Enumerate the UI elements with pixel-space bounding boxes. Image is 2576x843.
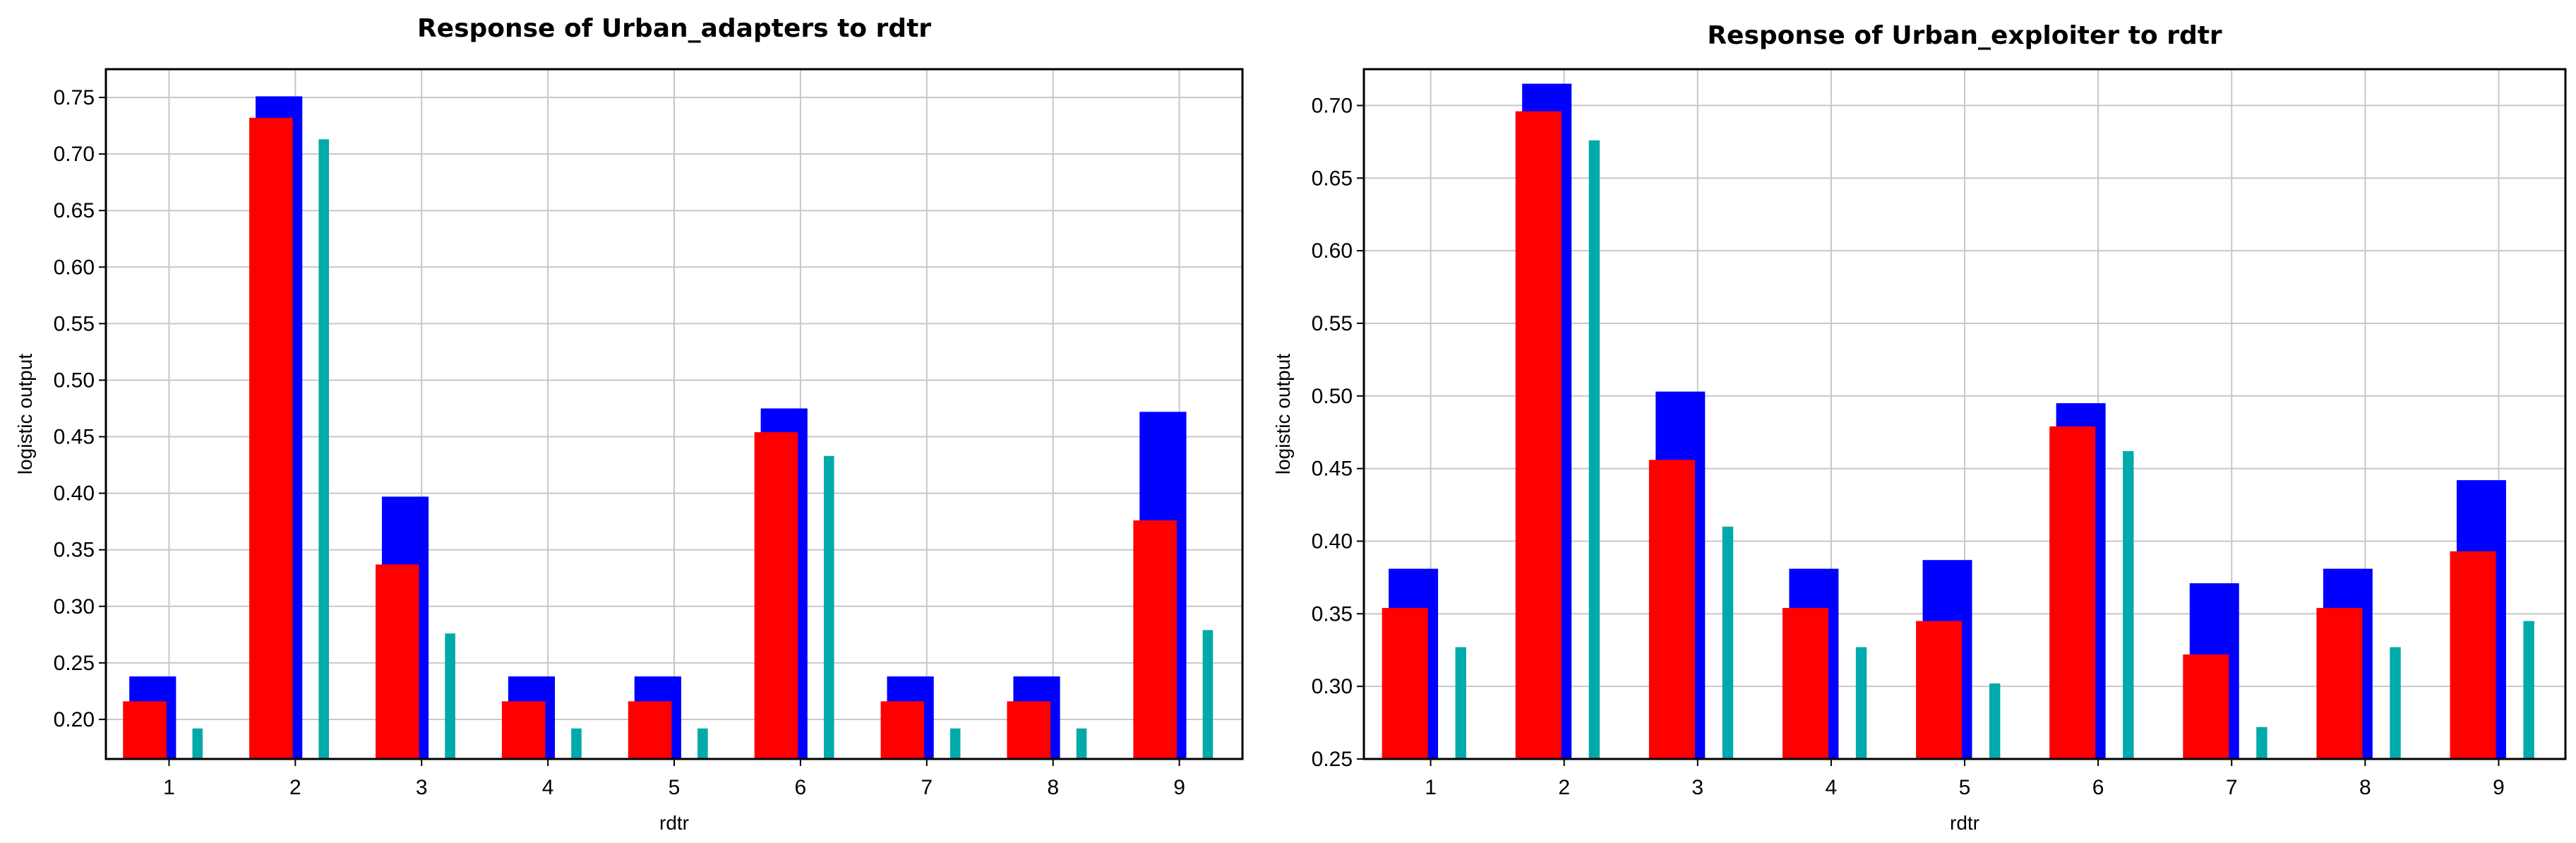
bar-red-9: [2450, 551, 2496, 759]
y-tick-label: 0.45: [54, 426, 95, 449]
bar-cyan-6: [823, 455, 834, 759]
y-tick-label: 0.75: [54, 86, 95, 109]
x-tick-label: 8: [2359, 776, 2371, 799]
y-tick-label: 0.25: [1312, 748, 1353, 771]
bar-cyan-9: [1202, 630, 1214, 759]
y-tick-label: 0.65: [1312, 167, 1353, 190]
y-tick-label: 0.30: [54, 595, 95, 618]
x-tick-label: 7: [921, 776, 933, 799]
bar-cyan-6: [2123, 450, 2134, 759]
y-tick-label: 0.25: [54, 652, 95, 675]
y-tick-label: 0.20: [54, 708, 95, 731]
bar-cyan-5: [697, 728, 708, 759]
bar-cyan-3: [1722, 526, 1734, 759]
bar-cyan-1: [192, 728, 203, 759]
bar-cyan-4: [571, 728, 582, 759]
plot-frame: [104, 68, 1244, 760]
bar-red-2: [249, 117, 293, 760]
y-tick-label: 0.60: [1312, 239, 1353, 263]
bar-cyan-8: [2390, 647, 2401, 759]
bar-red-5: [1916, 621, 1963, 759]
x-axis-label: rdtr: [1950, 812, 1979, 834]
y-tick-label: 0.30: [1312, 675, 1353, 698]
bar-red-4: [1782, 608, 1829, 759]
bar-red-2: [1515, 111, 1562, 759]
bar-cyan-8: [1076, 728, 1087, 759]
bar-red-6: [754, 432, 798, 759]
y-tick-label: 0.45: [1312, 458, 1353, 481]
bar-red-8: [2316, 608, 2363, 759]
bar-cyan-7: [2256, 727, 2268, 759]
x-tick-label: 4: [542, 776, 554, 799]
chart-title: Response of Urban_adapters to rdtr: [417, 14, 931, 43]
y-tick-label: 0.50: [54, 369, 95, 392]
bar-cyan-9: [2523, 621, 2534, 759]
x-tick-label: 3: [416, 776, 428, 799]
x-tick-label: 6: [2092, 776, 2104, 799]
y-axis-label: logistic output: [1272, 354, 1294, 474]
chart-title: Response of Urban_exploiter to rdtr: [1707, 21, 2222, 50]
bar-red-7: [2183, 654, 2229, 759]
x-tick-label: 2: [1558, 776, 1570, 799]
y-tick-label: 0.55: [54, 312, 95, 335]
y-tick-label: 0.70: [1312, 94, 1353, 117]
bar-cyan-2: [318, 139, 329, 759]
y-tick-label: 0.35: [1312, 602, 1353, 626]
x-tick-label: 5: [1959, 776, 1971, 799]
bar-cyan-1: [1455, 647, 1466, 759]
x-tick-label: 8: [1047, 776, 1059, 799]
bar-red-4: [501, 701, 546, 759]
x-tick-label: 9: [2493, 776, 2505, 799]
chart-2: 0.25 0.30 0.35 0.40 0.45 0.50 0.55 0.60 0.65 0.70…: [1272, 21, 2567, 834]
bar-red-3: [1648, 460, 1695, 759]
plot-frame: [1362, 68, 2567, 760]
bar-cyan-3: [445, 633, 455, 759]
x-axis-label: rdtr: [659, 812, 689, 834]
bar-red-5: [628, 701, 672, 759]
bar-red-6: [2049, 426, 2096, 759]
x-tick-label: 4: [1826, 776, 1838, 799]
y-tick-label: 0.65: [54, 199, 95, 222]
x-tick-label: 7: [2226, 776, 2238, 799]
x-tick-label: 3: [1691, 776, 1703, 799]
bar-cyan-4: [1855, 647, 1867, 759]
y-axis-label: logistic output: [14, 354, 36, 474]
x-tick-label: 5: [669, 776, 681, 799]
y-tick-label: 0.40: [54, 482, 95, 506]
y-tick-label: 0.50: [1312, 385, 1353, 408]
y-tick-label: 0.35: [54, 539, 95, 562]
y-tick-label: 0.55: [1312, 312, 1353, 335]
bar-cyan-2: [1588, 140, 1600, 759]
bar-red-1: [1382, 608, 1428, 759]
y-tick-label: 0.40: [1312, 530, 1353, 553]
bar-cyan-7: [949, 728, 961, 759]
x-tick-label: 1: [163, 776, 175, 799]
chart-1: 0.20 0.25 0.30 0.35 0.40 0.45 0.50 0.55 0.60 0.65…: [14, 14, 1244, 834]
y-tick-label: 0.60: [54, 256, 95, 279]
x-tick-label: 9: [1173, 776, 1185, 799]
bar-red-3: [376, 564, 419, 759]
bar-red-1: [123, 701, 167, 759]
bar-red-8: [1007, 701, 1051, 759]
x-tick-label: 6: [795, 776, 807, 799]
y-tick-label: 0.70: [54, 143, 95, 166]
x-tick-label: 2: [289, 776, 301, 799]
bar-cyan-5: [1989, 683, 2001, 759]
bar-red-9: [1133, 520, 1177, 759]
bar-red-7: [880, 701, 925, 759]
x-tick-label: 1: [1425, 776, 1437, 799]
